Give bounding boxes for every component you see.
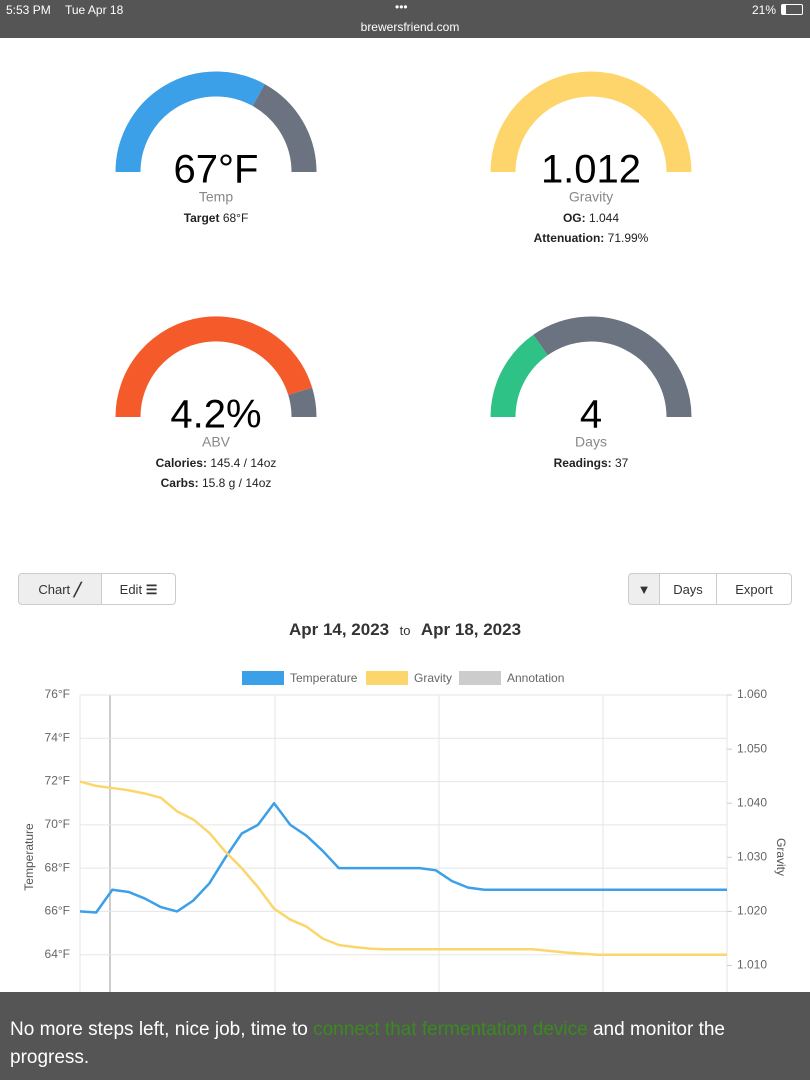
- detail-text: 1.044: [589, 211, 619, 225]
- detail-key: OG:: [563, 211, 586, 225]
- temp-arc-rest: [252, 84, 317, 173]
- y-tick-label: 64°F: [45, 947, 70, 961]
- days-arc-rest: [533, 316, 692, 418]
- date-to-word: to: [399, 623, 411, 638]
- detail-key: Calories:: [156, 456, 207, 470]
- y-axis-label: Temperature: [22, 823, 36, 891]
- gauge-detail: Carbs: 15.8 g / 14oz: [161, 476, 272, 490]
- battery-icon: [781, 4, 803, 15]
- days-button[interactable]: Days: [659, 573, 717, 605]
- gauge-value: 67°F: [174, 148, 259, 192]
- detail-text: 15.8 g / 14oz: [202, 476, 271, 490]
- y2-tick-label: 1.060: [737, 687, 767, 701]
- temp-arc: [115, 71, 265, 173]
- days-arc: [490, 334, 549, 418]
- abv-arc: [115, 316, 313, 418]
- series-line: [79, 801, 727, 914]
- dots: •••: [395, 0, 408, 14]
- gauge-label: Days: [575, 434, 607, 450]
- y2-tick-label: 1.040: [737, 795, 767, 809]
- detail-key: Carbs:: [161, 476, 199, 490]
- y-tick-label: 74°F: [45, 730, 70, 744]
- gauge-label: Temp: [199, 189, 233, 205]
- abv-arc-rest: [288, 387, 317, 418]
- gauge-detail: OG: 1.044: [563, 211, 619, 225]
- gauge-value: 1.012: [541, 148, 641, 192]
- date-from: Apr 14, 2023: [288, 620, 390, 639]
- y-tick-label: 68°F: [45, 860, 70, 874]
- legend-label: Gravity: [414, 671, 452, 685]
- export-button[interactable]: Export: [716, 573, 792, 605]
- gauge-detail: Readings: 37: [554, 456, 629, 470]
- detail-text: 68°F: [223, 211, 248, 225]
- detail-text: 71.99%: [608, 231, 649, 245]
- gauge-detail: Target 68°F: [184, 211, 249, 225]
- legend-swatch: [366, 671, 408, 685]
- y2-tick-label: 1.010: [737, 958, 767, 972]
- date-range: Apr 14, 2023 to Apr 18, 2023: [0, 620, 810, 640]
- series-line: [79, 780, 727, 956]
- y2-tick-label: 1.050: [737, 741, 767, 755]
- gauge-value: 4.2%: [170, 393, 261, 437]
- edit-tab[interactable]: Edit ☰: [101, 573, 176, 605]
- chart: 64°F 66°F 68°F 70°F 72°F 74°F 76°F 1.010 1.020 1.…: [22, 671, 788, 992]
- url[interactable]: brewersfriend.com: [360, 20, 460, 34]
- detail-text: 145.4 / 14oz: [210, 456, 276, 470]
- gauge-label: Gravity: [569, 189, 613, 205]
- edit-label: Edit: [119, 582, 143, 597]
- gauge-arcs: [115, 71, 692, 418]
- chart-tab[interactable]: Chart ╱: [18, 573, 102, 605]
- legend-swatch: [459, 671, 501, 685]
- detail-key: Target: [184, 211, 220, 225]
- x-grid: [79, 695, 728, 992]
- detail-text: 37: [615, 456, 629, 470]
- y-tick-label: 70°F: [45, 817, 70, 831]
- battery: 21%: [752, 3, 777, 17]
- date: Tue Apr 18: [65, 3, 124, 17]
- banner: No more steps left, nice job, time to co…: [0, 992, 810, 1080]
- gauge-label: ABV: [202, 434, 231, 450]
- y2-tick-label: 1.020: [737, 904, 767, 918]
- chart-label: Chart: [38, 582, 71, 597]
- gauge-detail: Calories: 145.4 / 14oz: [156, 456, 277, 470]
- banner-text: and monitor the progress.: [10, 1019, 725, 1068]
- date-to: Apr 18, 2023: [420, 620, 522, 639]
- detail-key: Readings:: [554, 456, 612, 470]
- legend-label: Annotation: [507, 671, 564, 685]
- detail-key: Attenuation:: [534, 231, 605, 245]
- status-bar: 5:53 PM Tue Apr 18 ••• brewersfriend.com…: [0, 0, 810, 38]
- banner-link[interactable]: connect that fermentation device: [313, 1019, 588, 1040]
- time: 5:53 PM: [6, 3, 51, 17]
- gauges: 67°F Temp Target 68°F 1.012 Gravity OG: …: [115, 71, 692, 490]
- filter-button[interactable]: ▼: [628, 573, 660, 605]
- chart-icon: ╱: [73, 582, 82, 597]
- y2-axis-label: Gravity: [774, 838, 788, 876]
- y-tick-label: 72°F: [45, 774, 70, 788]
- legend-swatch: [242, 671, 284, 685]
- gauge-value: 4: [580, 393, 602, 437]
- banner-text: No more steps left, nice job, time to: [10, 1019, 314, 1040]
- y-tick-label: 76°F: [45, 687, 70, 701]
- y-tick-label: 66°F: [45, 904, 70, 918]
- y2-tick-label: 1.030: [737, 849, 767, 863]
- legend-label: Temperature: [290, 671, 358, 685]
- gravity-arc: [490, 71, 692, 173]
- edit-icon: ☰: [145, 582, 158, 597]
- export-label: Export: [735, 582, 773, 597]
- gauge-detail: Attenuation: 71.99%: [534, 231, 649, 245]
